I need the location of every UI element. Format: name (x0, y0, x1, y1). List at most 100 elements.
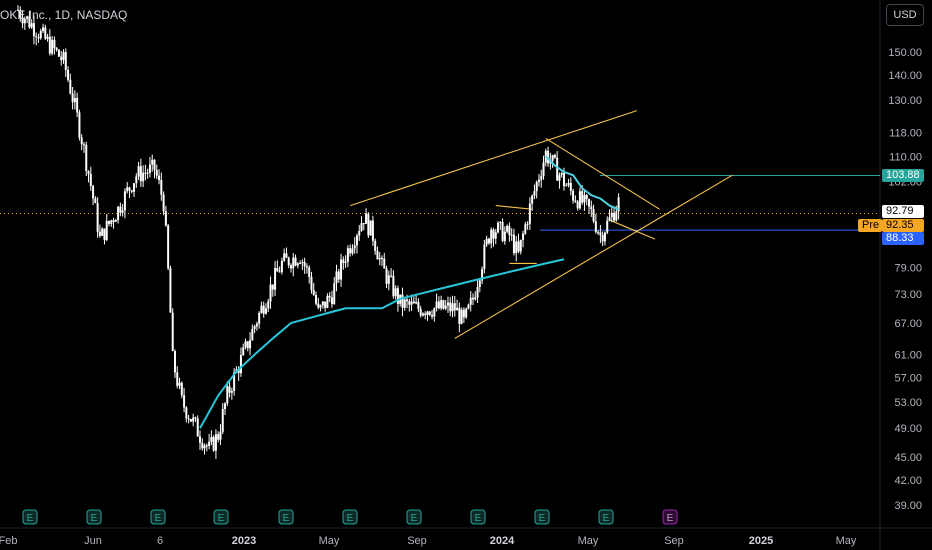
candle-body (360, 223, 363, 231)
candle-body (244, 341, 247, 348)
candle-body (312, 290, 315, 295)
candle-body (53, 39, 56, 49)
chart-title: OKE Inc., 1D, NASDAQ (0, 8, 128, 22)
candle-body (73, 97, 76, 103)
candle-body (585, 195, 588, 200)
candle-body (492, 229, 495, 239)
candle-body (28, 16, 31, 28)
candle-body (326, 295, 329, 308)
candle-body (403, 299, 406, 308)
candle-body (192, 417, 195, 422)
x-tick-label: 2023 (232, 535, 256, 547)
candle-body (57, 49, 60, 57)
candle-body (578, 191, 581, 209)
y-tick-label: 49.00 (894, 423, 922, 435)
candle-body (424, 313, 427, 316)
resistance-price-tag: 103.88 (882, 169, 924, 183)
earnings-marker-icon (342, 509, 358, 525)
candle-body (340, 259, 343, 280)
earnings-marker-icon (86, 509, 102, 525)
candle-body (449, 302, 452, 312)
candle-body (353, 245, 356, 249)
candle-body (553, 155, 556, 158)
candle-body (487, 238, 490, 244)
candle-body (506, 225, 509, 232)
candle-body (572, 190, 575, 201)
candle-body (490, 229, 493, 244)
candle-body (23, 18, 26, 24)
x-tick-label: 2024 (490, 535, 515, 547)
upcoming-earnings-marker-icon (662, 509, 678, 525)
candle-body (556, 157, 559, 181)
candle-body (276, 268, 279, 272)
candle-body (35, 36, 38, 38)
x-tick-label: May (578, 535, 599, 547)
candle-body (378, 257, 381, 260)
candle-body (542, 162, 545, 177)
candle-body (123, 191, 126, 211)
candle-body (119, 206, 122, 213)
candle-body (212, 436, 215, 451)
earnings-marker-icon (470, 509, 486, 525)
candle-body (137, 166, 140, 177)
candle-body (535, 182, 538, 192)
candle-body (194, 417, 197, 419)
candle-body (303, 262, 306, 267)
y-tick-label: 61.00 (894, 350, 922, 362)
y-tick-label: 118.00 (889, 128, 922, 140)
currency-button[interactable]: USD (886, 4, 924, 26)
candle-body (299, 262, 302, 264)
candle-body (599, 232, 602, 235)
candle-body (547, 150, 550, 164)
candle-body (453, 303, 456, 311)
candle-body (497, 222, 500, 233)
wedge-upper-trendline (545, 137, 660, 210)
candle-body (462, 309, 465, 318)
candle-body (87, 171, 90, 174)
candle-body (305, 266, 308, 268)
candle-body (537, 179, 540, 183)
candle-body (588, 199, 591, 207)
candle-body (381, 257, 383, 259)
upper-channel-trendline (349, 110, 637, 207)
candle-body (173, 350, 176, 373)
candle-body (189, 419, 192, 422)
candle-body (581, 191, 584, 203)
candle-body (117, 206, 120, 221)
y-tick-label: 110.00 (889, 151, 922, 163)
lower-channel-trendline (454, 174, 733, 339)
candle-body (337, 271, 340, 280)
support-price-tag: 88.33 (882, 231, 924, 245)
candle-body (228, 386, 231, 393)
candle-body (531, 195, 534, 204)
candle-body (324, 301, 327, 308)
candle-body (601, 234, 604, 242)
candle-body (78, 112, 81, 138)
candle-body (48, 36, 51, 54)
candle-body (567, 183, 570, 186)
moving-average-line (199, 258, 565, 429)
candle-body (444, 305, 447, 309)
candle-body (201, 442, 204, 449)
candle-body (351, 248, 354, 254)
candle-body (221, 408, 224, 432)
candle-body (421, 313, 424, 316)
candle-body (365, 213, 368, 224)
candle-body (267, 301, 270, 309)
candle-body (499, 221, 502, 223)
candle-body (374, 240, 377, 251)
candle-body (160, 179, 163, 195)
earnings-marker-label: E (411, 513, 418, 524)
flag-top-trendline (495, 205, 533, 210)
candle-body (437, 301, 440, 309)
candle-body (214, 434, 217, 451)
candle-body (483, 244, 486, 270)
candle-body (524, 224, 527, 234)
candle-body (183, 395, 186, 408)
candle-body (158, 175, 161, 180)
candle-body (460, 309, 463, 324)
x-tick-label: Sep (407, 535, 427, 547)
candle-body (130, 190, 133, 192)
candle-body (408, 301, 411, 305)
